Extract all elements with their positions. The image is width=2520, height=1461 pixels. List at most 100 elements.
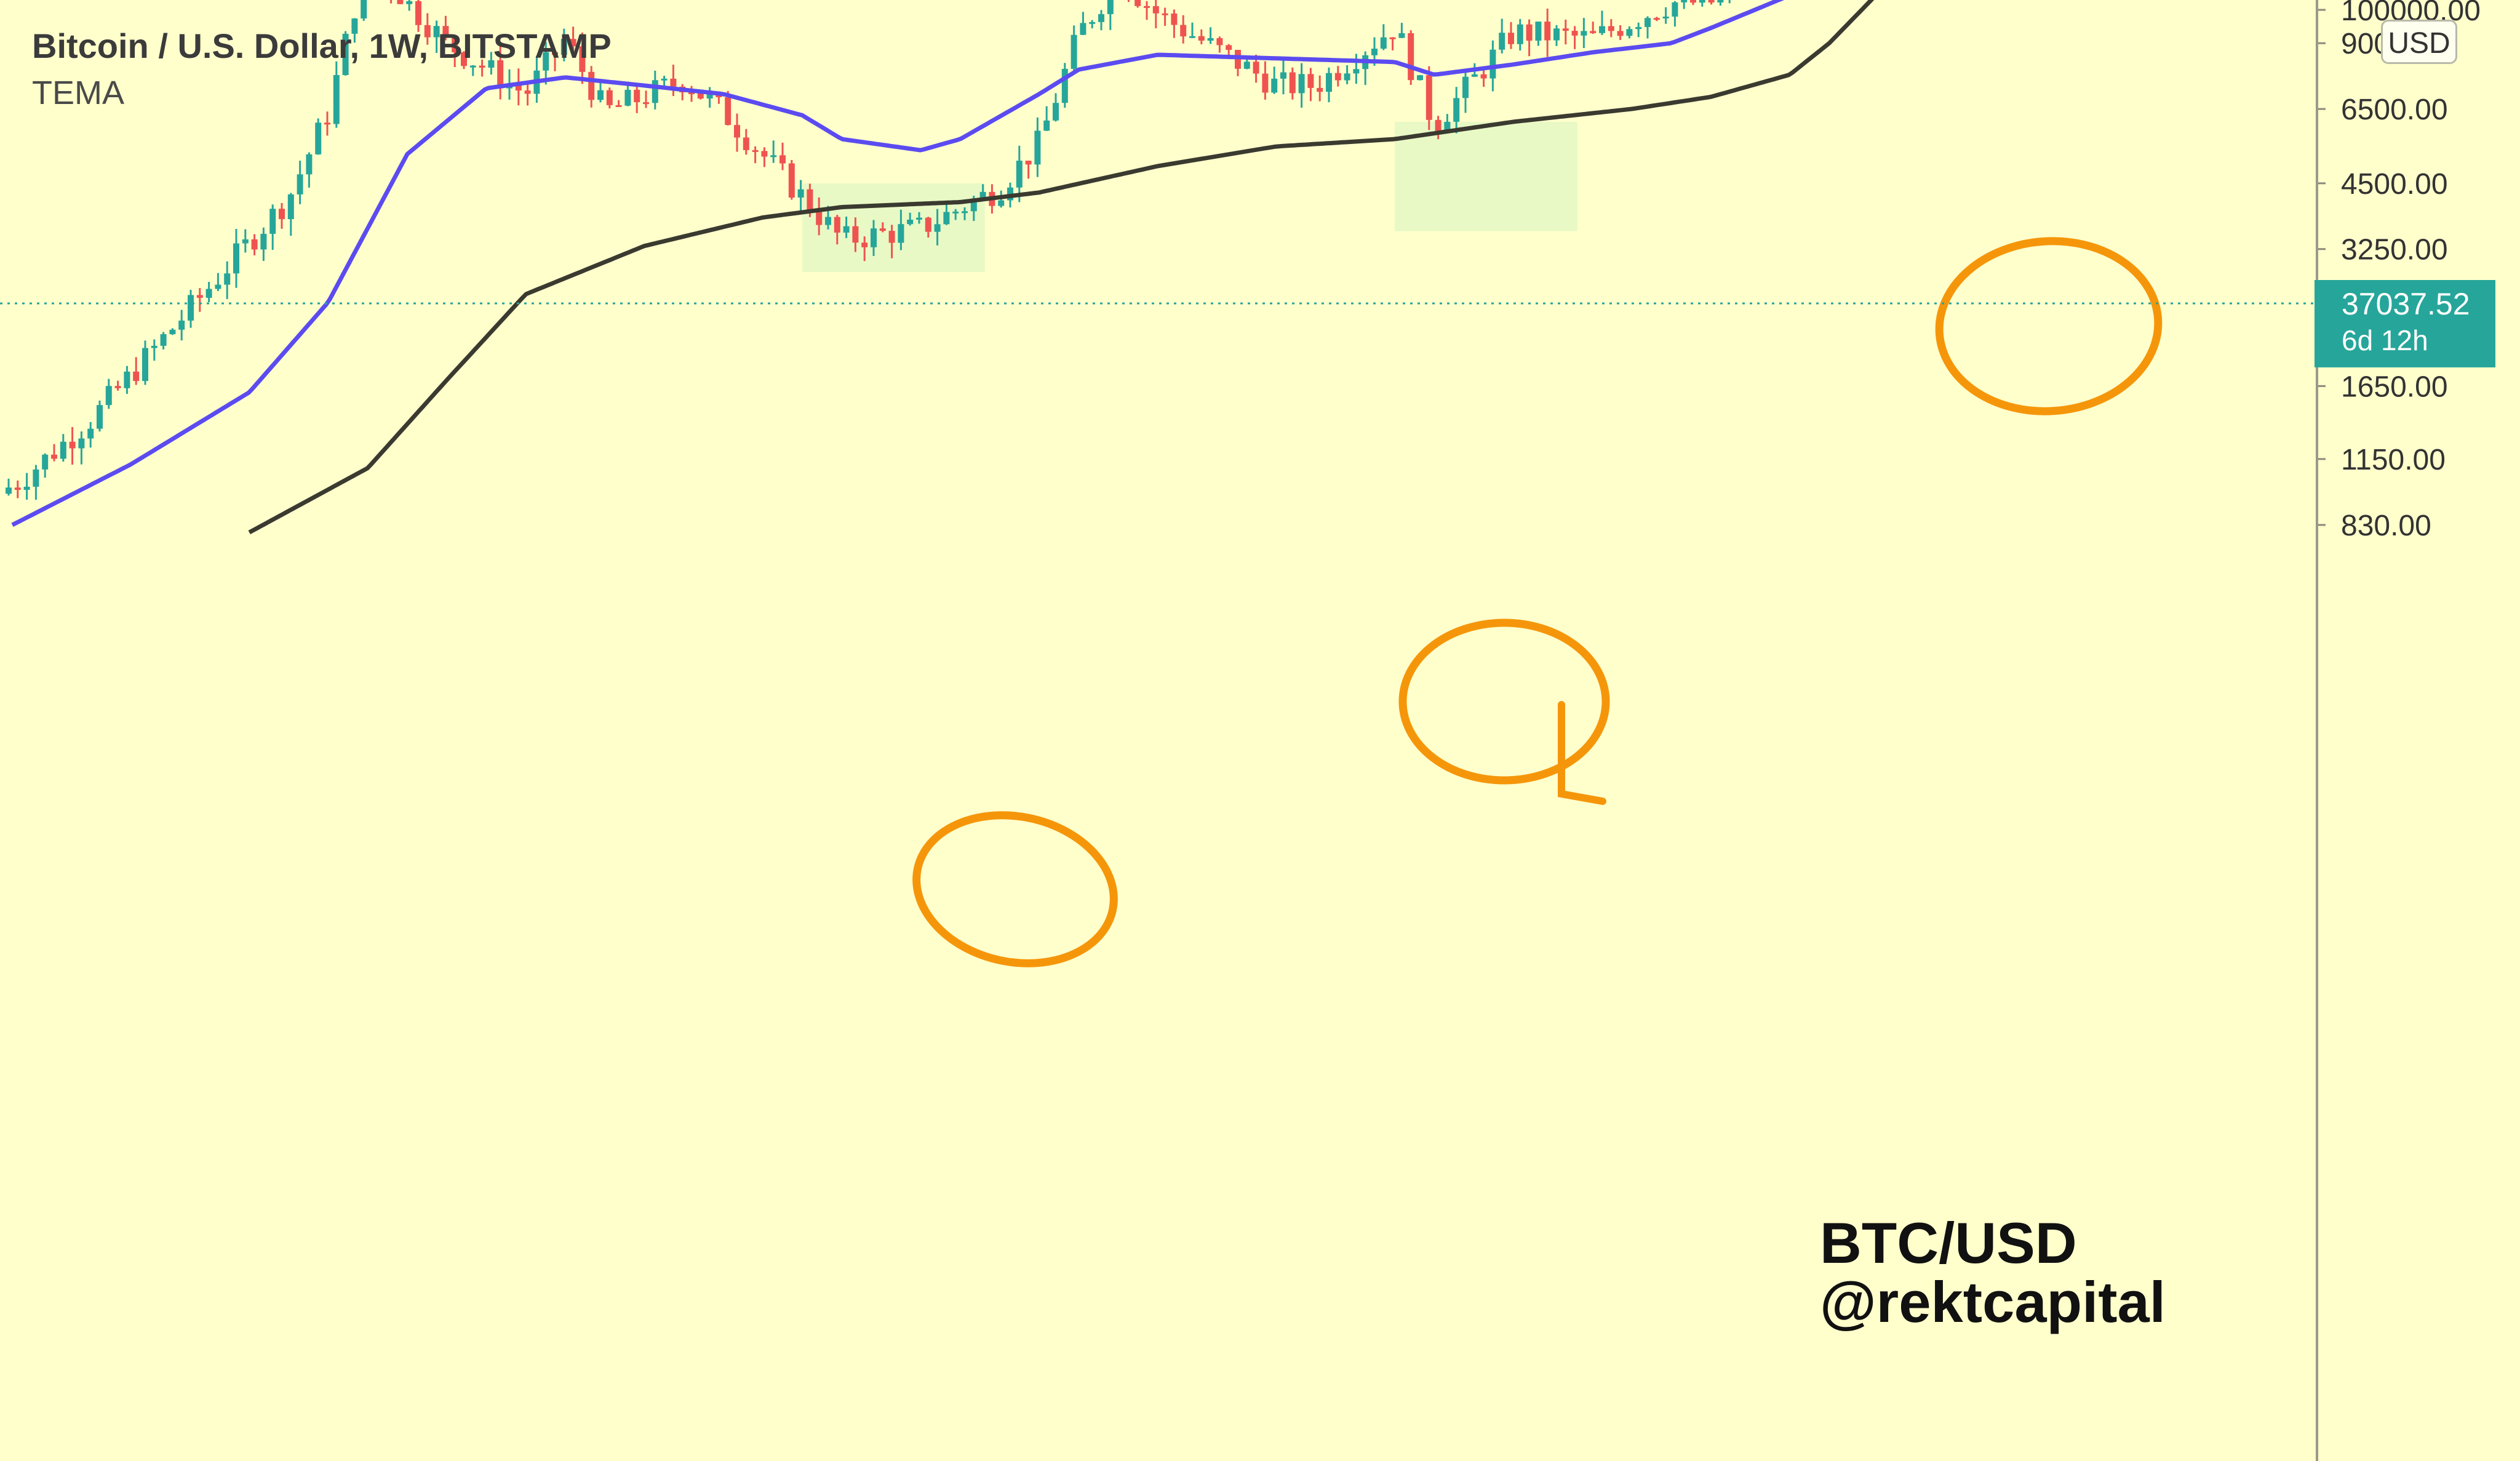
candle <box>1080 12 1087 36</box>
candle <box>1662 7 1669 24</box>
current-price-label: 37037.52 6d 12h <box>2315 280 2495 367</box>
candle <box>1317 75 1323 102</box>
candle <box>1599 10 1605 35</box>
candle <box>51 444 57 462</box>
candle-countdown: 6d 12h <box>2342 324 2428 356</box>
candle <box>1198 29 1205 45</box>
candle <box>205 282 212 302</box>
candle <box>1034 117 1041 177</box>
candle <box>615 100 622 107</box>
candle <box>1526 19 1533 57</box>
watermark-pair: BTC/USD <box>1820 1211 2077 1275</box>
candle <box>797 180 804 214</box>
candle <box>1189 22 1195 38</box>
candle <box>1235 50 1241 76</box>
current-price-value: 37037.52 <box>2342 287 2470 321</box>
candle <box>1635 22 1642 38</box>
candle <box>1226 44 1232 57</box>
candle <box>397 0 404 4</box>
candle <box>433 20 440 53</box>
candle <box>406 0 413 11</box>
candle <box>1544 9 1551 57</box>
candle <box>852 217 859 252</box>
candle <box>87 422 94 448</box>
candle <box>315 118 322 155</box>
y-tick-label: 1150.00 <box>2341 444 2446 476</box>
candle <box>142 340 148 385</box>
price-axis[interactable] <box>2316 0 2520 1461</box>
candle <box>734 113 740 152</box>
candle <box>224 261 231 299</box>
candle <box>151 339 158 361</box>
candle <box>552 50 558 71</box>
candle <box>33 465 39 500</box>
candle <box>160 332 167 350</box>
candle <box>1344 65 1350 84</box>
candle <box>361 0 367 21</box>
symbol-title[interactable]: Bitcoin / U.S. Dollar, 1W, BITSTAMP <box>32 26 612 65</box>
candle <box>1398 23 1405 38</box>
annotation-circle-3 <box>1935 237 2163 415</box>
candle <box>780 142 786 170</box>
candle <box>1353 54 1360 84</box>
y-tick-label: 6500.00 <box>2341 94 2448 126</box>
candle <box>697 93 704 100</box>
candle <box>133 357 140 385</box>
candle <box>1499 18 1505 54</box>
candle <box>934 209 941 246</box>
candle <box>1280 60 1286 95</box>
candle <box>907 212 914 226</box>
candle <box>770 140 777 163</box>
currency-badge[interactable]: USD <box>2381 20 2457 64</box>
candle <box>1653 17 1660 22</box>
candle <box>1517 18 1523 51</box>
candle <box>761 147 768 167</box>
candle <box>269 204 276 250</box>
candle <box>788 160 795 200</box>
candle <box>752 146 759 164</box>
candle <box>1334 66 1341 87</box>
candle <box>1061 63 1068 108</box>
candle <box>23 473 30 500</box>
candle <box>1262 61 1269 100</box>
candle <box>1717 0 1724 6</box>
candle <box>42 453 49 478</box>
candle <box>1590 22 1597 34</box>
candle <box>588 66 595 108</box>
annotation-circle-2 <box>1398 618 1610 785</box>
candle <box>543 42 549 85</box>
candle <box>351 18 358 43</box>
y-tick-label: 3250.00 <box>2341 234 2448 266</box>
candle <box>1025 161 1032 179</box>
y-tick-label: 830.00 <box>2341 510 2431 542</box>
candle <box>97 400 103 432</box>
candle <box>114 380 121 391</box>
candle <box>124 366 130 394</box>
candle <box>1144 1 1150 20</box>
watermark: BTC/USD @rektcapital <box>1820 1214 2166 1332</box>
candle <box>1134 0 1141 8</box>
candle <box>1453 87 1460 134</box>
indicator-label[interactable]: TEMA <box>32 74 125 111</box>
candle <box>178 310 185 341</box>
watermark-handle: @rektcapital <box>1820 1270 2166 1334</box>
candle <box>1480 69 1487 87</box>
candle <box>14 480 21 498</box>
candle <box>570 26 576 55</box>
y-tick-label: 1650.00 <box>2341 370 2448 403</box>
candle <box>324 111 330 136</box>
candle <box>297 161 303 204</box>
annotation-tail <box>1558 701 1606 805</box>
candle <box>1152 0 1159 29</box>
candle <box>333 61 340 128</box>
ma-line-fast <box>11 0 1785 527</box>
candle <box>916 212 922 224</box>
candle <box>1462 71 1469 113</box>
candle <box>1127 0 1130 2</box>
candle <box>643 90 649 108</box>
candle <box>69 426 76 465</box>
candle <box>1408 30 1414 85</box>
candle <box>1216 36 1223 53</box>
